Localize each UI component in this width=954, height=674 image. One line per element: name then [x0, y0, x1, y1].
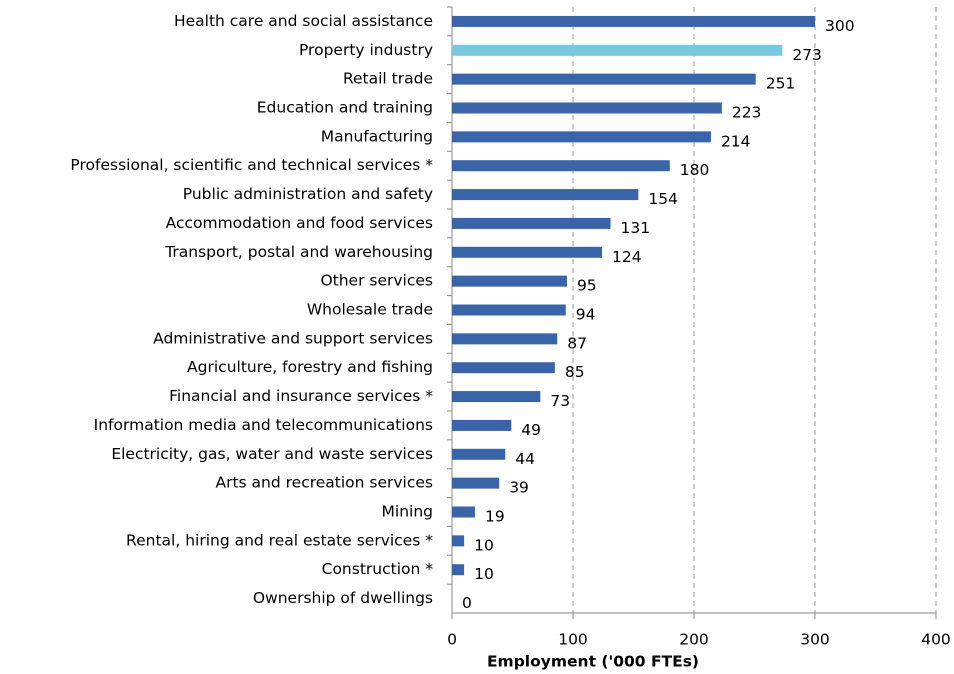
y-tick-label: Manufacturing [321, 127, 433, 145]
bar [452, 15, 815, 27]
value-label: 124 [612, 248, 642, 266]
value-label: 214 [721, 132, 751, 150]
y-tick-label: Accommodation and food services [166, 214, 433, 232]
value-label: 10 [474, 536, 494, 554]
y-tick-label: Other services [320, 272, 433, 290]
y-tick-label: Public administration and safety [183, 185, 433, 203]
value-label: 95 [577, 277, 597, 295]
bar [452, 564, 465, 576]
value-label: 49 [521, 421, 541, 439]
bar [452, 160, 670, 172]
bar [452, 448, 506, 460]
y-tick-label: Property industry [299, 41, 433, 59]
x-tick-label: 200 [679, 631, 709, 649]
value-label: 44 [515, 450, 535, 468]
value-label: 273 [792, 46, 822, 64]
y-tick-label: Professional, scientific and technical s… [70, 156, 433, 174]
bar [452, 535, 465, 547]
y-tick-label: Wholesale trade [307, 301, 433, 319]
bar [452, 304, 566, 316]
y-tick-label: Arts and recreation services [215, 474, 433, 492]
value-label: 180 [680, 161, 710, 179]
bar [452, 131, 711, 143]
bar [452, 189, 639, 201]
value-label: 251 [766, 75, 796, 93]
value-label: 73 [550, 392, 570, 410]
value-label: 154 [648, 190, 678, 208]
y-tick-label: Retail trade [343, 70, 433, 88]
value-label: 87 [567, 334, 587, 352]
value-label: 300 [825, 17, 855, 35]
bar [452, 275, 567, 287]
bar [452, 44, 783, 56]
bar [452, 477, 500, 489]
bar [452, 246, 603, 258]
value-label: 223 [732, 104, 762, 122]
y-tick-label: Rental, hiring and real estate services … [126, 531, 433, 549]
bar [452, 102, 722, 114]
x-tick-label: 100 [558, 631, 588, 649]
y-tick-label: Information media and telecommunications [94, 416, 433, 434]
bar [452, 333, 558, 345]
value-label: 131 [621, 219, 651, 237]
bar [452, 506, 475, 518]
value-label: 19 [485, 508, 505, 526]
value-label: 85 [565, 363, 585, 381]
y-tick-label: Administrative and support services [153, 329, 433, 347]
x-tick-label: 400 [921, 631, 951, 649]
y-tick-label: Financial and insurance services * [169, 387, 433, 405]
bar [452, 419, 512, 431]
y-tick-label: Mining [382, 503, 433, 521]
y-tick-label: Ownership of dwellings [253, 589, 433, 607]
x-tick-label: 0 [447, 631, 457, 649]
y-tick-label: Education and training [257, 99, 433, 117]
value-label: 10 [474, 565, 494, 583]
y-tick-label: Health care and social assistance [174, 12, 433, 30]
value-label: 0 [462, 594, 472, 612]
bar [452, 391, 541, 403]
bar [452, 73, 756, 85]
value-label: 39 [509, 479, 529, 497]
y-tick-label: Construction * [322, 560, 434, 578]
x-tick-label: 300 [800, 631, 830, 649]
bar [452, 217, 611, 229]
y-tick-label: Electricity, gas, water and waste servic… [111, 445, 433, 463]
y-tick-label: Agriculture, forestry and fishing [187, 358, 433, 376]
x-axis-title: Employment ('000 FTEs) [487, 653, 699, 671]
value-label: 94 [576, 306, 596, 324]
y-tick-label: Transport, postal and warehousing [164, 243, 433, 261]
bar [452, 362, 555, 374]
